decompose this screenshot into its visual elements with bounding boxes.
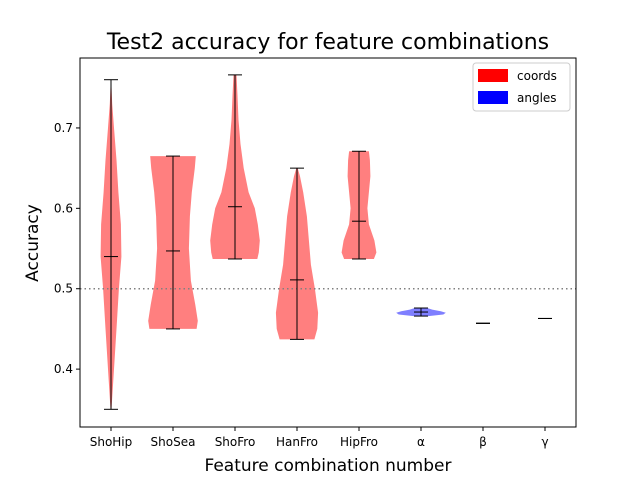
y-tick-label: 0.5 (54, 282, 73, 296)
y-tick-label: 0.6 (54, 201, 73, 215)
y-tick-label: 0.7 (54, 121, 73, 135)
x-tick-label: HanFro (276, 435, 318, 449)
x-tick-label: γ (541, 435, 548, 449)
x-tick-label: ShoFro (215, 435, 256, 449)
legend-label: coords (517, 69, 557, 83)
plot-frame (79, 57, 577, 428)
plot-area (79, 57, 577, 428)
chart-title: Test2 accuracy for feature combinations (106, 30, 549, 55)
x-axis-label: Feature combination number (205, 456, 452, 476)
x-tick-label: ShoHip (90, 435, 133, 449)
x-tick-label: β (479, 435, 487, 449)
x-tick-label: HipFro (340, 435, 378, 449)
x-tick-label: α (417, 435, 425, 449)
whiskers-layer (104, 74, 552, 410)
legend-swatch (478, 69, 508, 82)
violins-layer (100, 74, 446, 410)
legend-label: angles (517, 91, 557, 105)
y-axis-label: Accuracy (23, 204, 43, 282)
y-tick-label: 0.4 (54, 362, 73, 376)
y-axis: 0.4 0.5 0.6 0.7 (54, 121, 80, 376)
legend-swatch (478, 91, 508, 104)
x-tick-label: ShoSea (151, 435, 196, 449)
x-axis: ShoHip ShoSea ShoFro HanFro HipFro α β γ (90, 427, 549, 449)
legend: coords angles (472, 62, 571, 112)
